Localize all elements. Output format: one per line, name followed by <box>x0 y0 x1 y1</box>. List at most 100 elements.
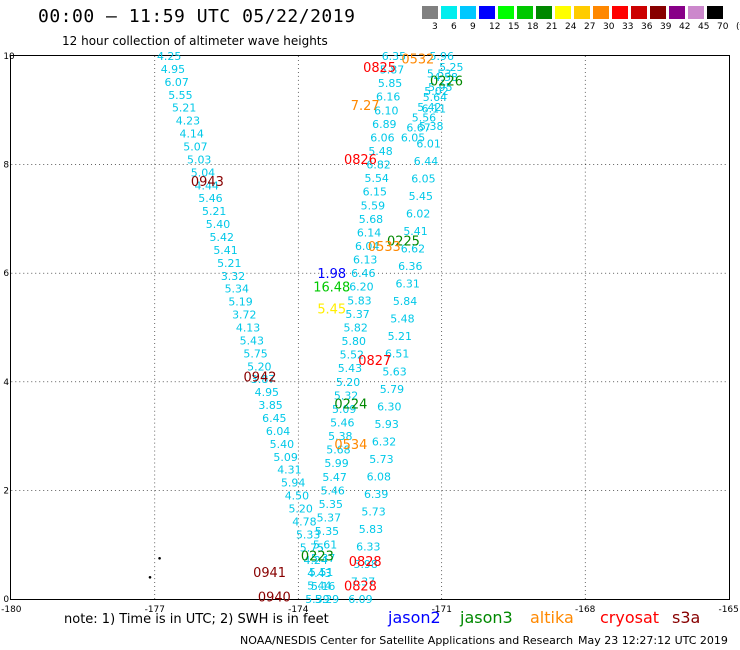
swh-value: 5.46 <box>330 417 354 430</box>
swh-value: 4.43 <box>307 567 331 580</box>
swh-value: 5.21 <box>217 257 241 270</box>
swh-value: 5.41 <box>213 244 237 257</box>
swh-value: 5.55 <box>168 89 192 102</box>
swh-value: 5.29 <box>315 593 339 606</box>
swh-value: 5.83 <box>359 523 383 536</box>
swh-value: 6.82 <box>366 159 390 172</box>
swh-value: 4.95 <box>255 386 279 399</box>
pass-time-label: 0532 <box>401 53 434 68</box>
swh-value: 6.14 <box>357 226 381 239</box>
swh-value: 6.06 <box>370 131 394 144</box>
swh-value: 5.09 <box>332 403 356 416</box>
legend-entry-altika: altika <box>530 608 574 627</box>
swh-value: 5.20 <box>288 502 312 515</box>
swh-value: 5.79 <box>380 383 404 396</box>
swh-value: 5.98 <box>354 558 378 571</box>
swh-value: 5.21 <box>202 205 226 218</box>
swh-value: 3.87 <box>251 373 275 386</box>
color-swatch <box>555 6 571 19</box>
swh-value: 5.80 <box>342 335 366 348</box>
swh-value: 5.93 <box>374 418 398 431</box>
color-scale-label: 45 <box>698 22 710 32</box>
swh-value: 5.19 <box>228 296 252 309</box>
x-tick-label: -165 <box>719 605 739 615</box>
swh-value: 6.31 <box>395 278 419 291</box>
swh-value: 5.94 <box>281 477 305 490</box>
swh-value: 5.43 <box>240 334 264 347</box>
swh-value: 4.78 <box>292 515 316 528</box>
swh-value: 5.96 <box>430 50 454 63</box>
pass-time-label: 16.48 <box>313 281 350 296</box>
pass-time-label: 0943 <box>191 175 224 190</box>
swh-value: 5.35 <box>319 498 343 511</box>
swh-value: 5.48 <box>390 313 414 326</box>
pass-time-label: 0828 <box>344 579 377 594</box>
swh-value: 3.85 <box>258 399 282 412</box>
swh-value: 5.47 <box>322 471 346 484</box>
swh-value: 6.30 <box>377 400 401 413</box>
color-scale-label: 70 <box>717 22 729 32</box>
swh-value: 6.01 <box>416 138 440 151</box>
swh-value: 5.38 <box>328 430 352 443</box>
y-tick-label: 8 <box>3 161 9 171</box>
swh-value: 5.21 <box>388 330 412 343</box>
swh-value: 5.32 <box>334 389 358 402</box>
x-tick-label: -171 <box>432 605 452 615</box>
pass-time-label: 0828 <box>349 555 382 570</box>
swh-value: 5.48 <box>368 145 392 158</box>
swh-value: 5.46 <box>321 484 345 497</box>
swh-value: 6.13 <box>353 254 377 267</box>
pass-time-label: 0942 <box>244 370 277 385</box>
swh-value: 5.43 <box>338 362 362 375</box>
color-swatch <box>460 6 476 19</box>
swh-value: 5.73 <box>369 453 393 466</box>
map-title: 00:00 – 11:59 UTC 05/22/2019 <box>38 6 356 27</box>
timestamp-text: May 23 12:27:12 UTC 2019 <box>578 634 728 647</box>
swh-value: 5.95 <box>428 81 452 94</box>
y-tick-label: 10 <box>3 52 15 62</box>
color-swatch <box>593 6 609 19</box>
swh-value: 5.34 <box>225 283 249 296</box>
swh-value: 4.24 <box>304 554 328 567</box>
pass-time-label: 0534 <box>334 438 367 453</box>
swh-value: 5.83 <box>347 294 371 307</box>
pass-time-label: 0941 <box>253 566 286 581</box>
swh-value: 6.36 <box>398 260 422 273</box>
swh-value: 3.72 <box>232 309 256 322</box>
swh-value: 6.16 <box>376 91 400 104</box>
swh-value: 5.68 <box>359 213 383 226</box>
swh-value: 5.37 <box>311 552 335 565</box>
swh-value: 6.05 <box>401 131 425 144</box>
map-subtitle: 12 hour collection of altimeter wave hei… <box>62 34 328 48</box>
swh-value: 5.64 <box>423 91 447 104</box>
swh-value: 4.13 <box>236 321 260 334</box>
swh-value: 6.20 <box>349 281 373 294</box>
color-swatch <box>574 6 590 19</box>
pass-time-label: 0225 <box>387 235 420 250</box>
swh-value: 6.46 <box>351 267 375 280</box>
swh-value: 6.51 <box>385 348 409 361</box>
swh-value: 6.62 <box>401 243 425 256</box>
swh-value: 6.15 <box>363 186 387 199</box>
pass-time-label: 0223 <box>301 550 334 565</box>
swh-value: 5.41 <box>403 225 427 238</box>
swh-value: 5.54 <box>365 172 389 185</box>
swh-value: 5.82 <box>343 321 367 334</box>
pass-time-label: 5.45 <box>317 302 346 317</box>
color-scale-label: 42 <box>679 22 691 32</box>
swh-value: 6.05 <box>411 173 435 186</box>
swh-value: 5.45 <box>409 190 433 203</box>
color-scale-label: 18 <box>527 22 539 32</box>
swh-value: 5.20 <box>336 376 360 389</box>
pass-time-label: 7.27 <box>351 99 380 114</box>
swh-value: 5.75 <box>300 541 324 554</box>
color-scale-label: 3 <box>432 22 438 32</box>
color-swatch <box>441 6 457 19</box>
color-scale-label: 9 <box>470 22 476 32</box>
swh-value: 6.44 <box>414 155 438 168</box>
swh-value: 5.84 <box>393 295 417 308</box>
swh-value: 5.21 <box>172 102 196 115</box>
pass-time-label: 1.98 <box>317 267 346 282</box>
color-swatch <box>422 6 438 19</box>
